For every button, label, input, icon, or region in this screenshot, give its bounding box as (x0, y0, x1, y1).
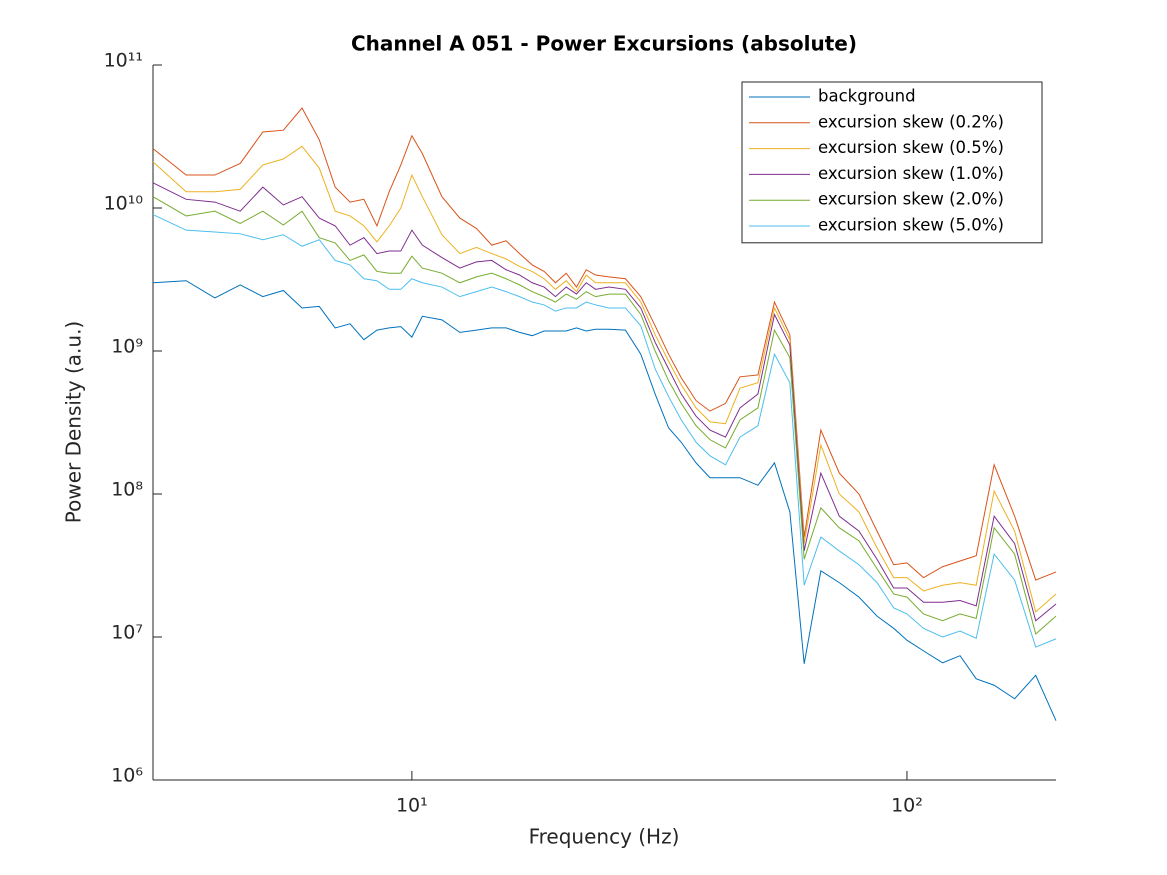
y-tick-label: 10⁹ (111, 336, 143, 358)
series-line (152, 107, 1057, 581)
x-tick-label: 10² (891, 795, 923, 817)
y-tick-label: 10¹⁰ (104, 193, 143, 215)
legend-label: excursion skew (1.0%) (818, 164, 1004, 183)
y-tick-label: 10¹¹ (104, 50, 143, 72)
series-line (152, 182, 1057, 622)
series-line (152, 280, 1057, 721)
x-axis-label: Frequency (Hz) (529, 825, 680, 849)
legend-box (741, 81, 1043, 244)
chart-title: Channel A 051 - Power Excursions (absolu… (351, 32, 857, 56)
series-line (152, 196, 1057, 635)
legend-label: excursion skew (2.0%) (818, 190, 1004, 209)
legend-label: excursion skew (5.0%) (818, 216, 1004, 235)
y-tick-label: 10⁸ (111, 479, 143, 501)
y-tick-label: 10⁷ (111, 622, 143, 644)
y-tick-label: 10⁶ (111, 765, 143, 787)
x-tick-label: 10¹ (396, 795, 428, 817)
legend-label: background (818, 87, 916, 106)
series-line (152, 214, 1057, 648)
legend-label: excursion skew (0.2%) (818, 112, 1004, 131)
y-axis-label: Power Density (a.u.) (62, 321, 86, 523)
legend-label: excursion skew (0.5%) (818, 138, 1004, 157)
series-line (152, 145, 1057, 613)
